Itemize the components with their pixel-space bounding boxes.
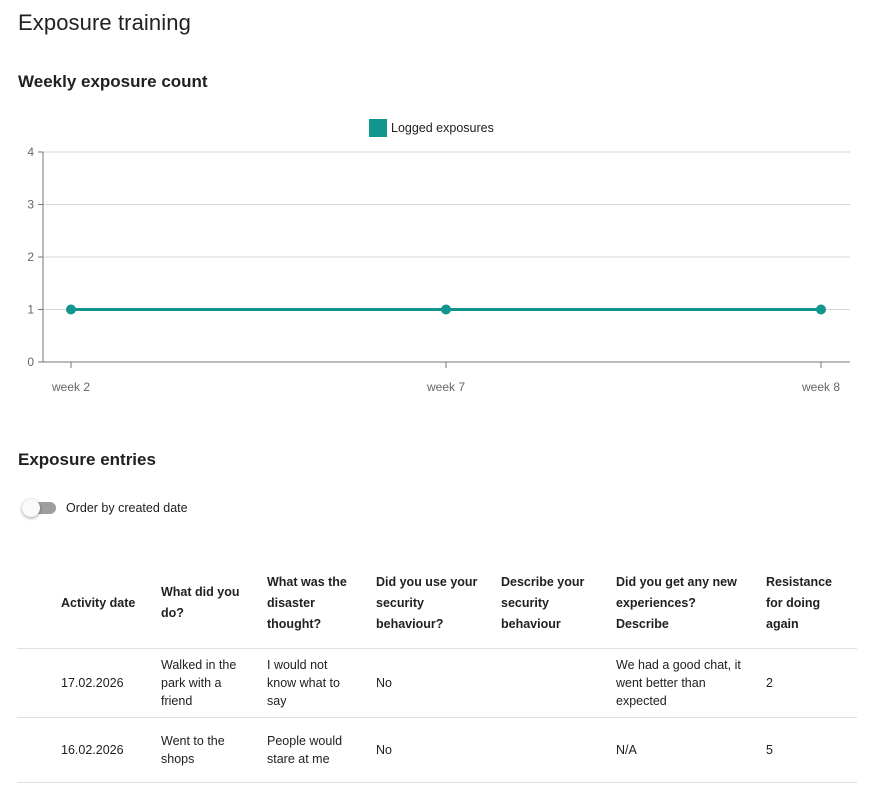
toggle-label: Order by created date <box>66 501 188 515</box>
table-header-row: Activity date What did you do? What was … <box>17 560 857 649</box>
legend-swatch <box>369 119 387 137</box>
cell-security-behaviour-description <box>491 717 606 783</box>
entries-section-title: Exposure entries <box>18 450 156 469</box>
header-resistance: Resistance for doing again <box>756 560 857 649</box>
data-point <box>816 304 826 315</box>
data-point <box>66 304 76 315</box>
weekly-exposure-chart: Logged exposures 0 1 2 3 4 week 2 week 7 week 8 <box>0 110 883 410</box>
cell-disaster-thought: People would stare at me <box>257 717 366 783</box>
chart-svg: Logged exposures 0 1 2 3 4 week 2 week 7 week 8 <box>27 119 850 394</box>
header-activity-date: Activity date <box>17 560 151 649</box>
table-row: 16.02.2026 Went to the shops People woul… <box>17 717 857 783</box>
x-tick-label: week 2 <box>51 380 90 394</box>
header-security-behaviour-description: Describe your security behaviour <box>491 560 606 649</box>
order-by-created-date-toggle[interactable] <box>22 497 56 519</box>
cell-activity-date: 16.02.2026 <box>17 717 151 783</box>
order-toggle-row: Order by created date <box>22 497 188 519</box>
cell-resistance: 2 <box>756 648 857 718</box>
cell-security-behaviour-description <box>491 648 606 718</box>
header-disaster-thought: What was the disaster thought? <box>257 560 366 649</box>
cell-new-experiences: N/A <box>606 717 756 783</box>
y-tick-label: 4 <box>27 145 34 159</box>
page-title: Exposure training <box>18 10 191 35</box>
cell-activity-date: 17.02.2026 <box>17 648 151 718</box>
header-what-did-you-do: What did you do? <box>151 560 257 649</box>
header-new-experiences: Did you get any new experiences? Describ… <box>606 560 756 649</box>
legend-label: Logged exposures <box>391 121 494 135</box>
x-tick-label: week 7 <box>426 380 465 394</box>
exposure-entries-table: Activity date What did you do? What was … <box>17 560 857 783</box>
data-point <box>441 304 451 315</box>
y-tick-label: 0 <box>27 355 34 369</box>
exposure-entries-table-wrap: Activity date What did you do? What was … <box>17 560 857 783</box>
toggle-thumb[interactable] <box>22 499 40 517</box>
cell-what-did-you-do: Went to the shops <box>151 717 257 783</box>
cell-resistance: 5 <box>756 717 857 783</box>
cell-new-experiences: We had a good chat, it went better than … <box>606 648 756 718</box>
cell-security-behaviour-used: No <box>366 648 491 718</box>
y-tick-label: 2 <box>27 250 34 264</box>
chart-section-title: Weekly exposure count <box>18 72 208 91</box>
y-tick-label: 1 <box>27 303 34 317</box>
x-tick-label: week 8 <box>801 380 840 394</box>
y-tick-label: 3 <box>27 198 34 212</box>
header-security-behaviour-used: Did you use your security behaviour? <box>366 560 491 649</box>
cell-disaster-thought: I would not know what to say <box>257 648 366 718</box>
cell-security-behaviour-used: No <box>366 717 491 783</box>
cell-what-did-you-do: Walked in the park with a friend <box>151 648 257 718</box>
table-row: 17.02.2026 Walked in the park with a fri… <box>17 648 857 718</box>
